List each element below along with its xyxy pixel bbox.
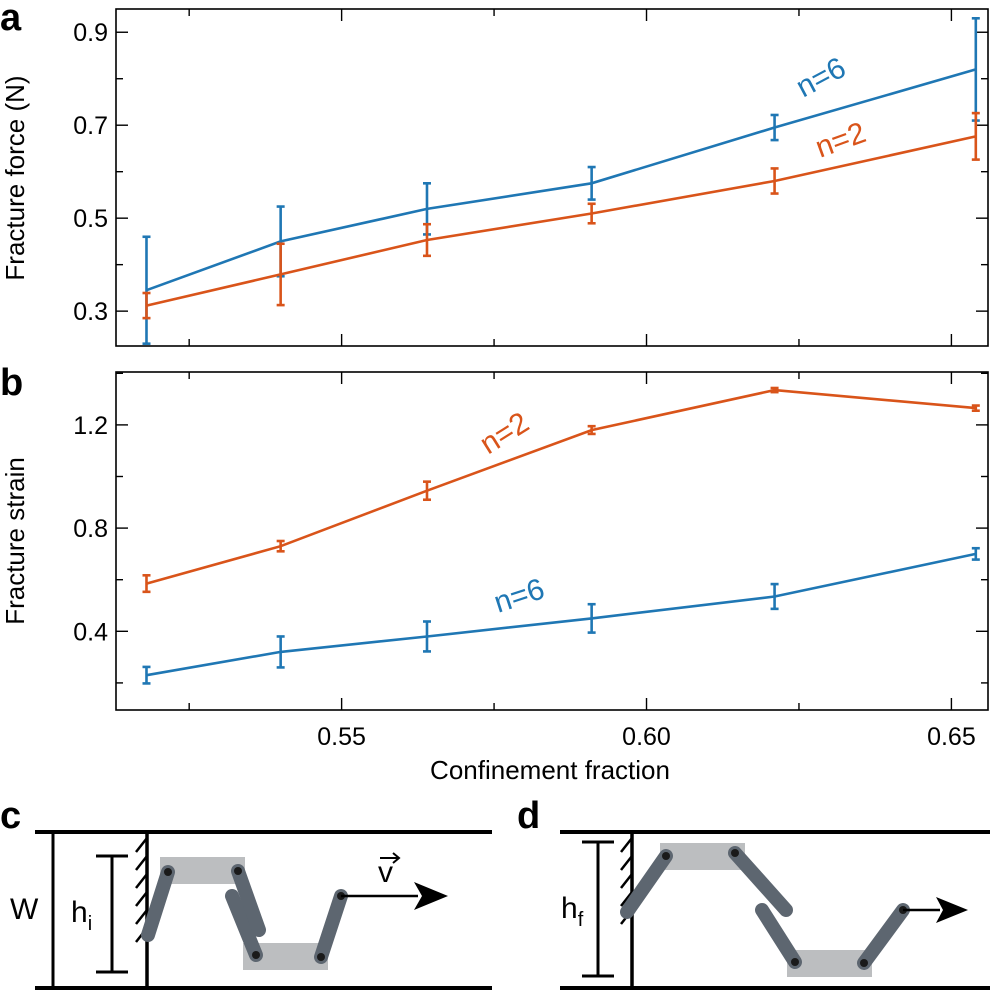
error-bar <box>276 539 285 553</box>
chart-b-series <box>142 386 980 685</box>
chart-b-ylabel: Fracture strain <box>0 457 30 625</box>
chain-c <box>141 864 348 964</box>
height-label-c: hi <box>71 896 92 935</box>
panel-letter-b: b <box>0 362 23 404</box>
x-tick-label: 0.65 <box>927 723 976 751</box>
chain-joints-c <box>164 867 345 961</box>
chart-a-label-n2: n=2 <box>811 116 870 164</box>
velocity-arrow-head-d <box>936 897 968 923</box>
chart-b-frame <box>115 371 989 711</box>
y-tick-label: 0.8 <box>73 515 108 543</box>
error-bar <box>971 546 980 561</box>
error-bar <box>971 111 980 161</box>
series-line-n=6 <box>146 68 977 292</box>
panel-letter-d: d <box>517 795 540 837</box>
x-tick-label: 0.55 <box>317 723 366 751</box>
x-tick-label: 0.60 <box>622 723 671 751</box>
error-bar <box>587 602 596 634</box>
series-line-n=2 <box>146 388 976 585</box>
error-bar <box>770 582 779 611</box>
error-bar <box>770 386 779 394</box>
chart-b: 0.4 0.8 1.2 0.55 0.60 0.65 Fracture strain Co… <box>0 371 989 785</box>
chart-a-series <box>142 16 980 345</box>
y-tick-label: 0.9 <box>73 19 108 47</box>
chart-b-ticks: 0.4 0.8 1.2 0.55 0.60 0.65 <box>73 372 988 751</box>
error-bar <box>422 480 431 502</box>
chain-d <box>620 846 910 970</box>
chart-a-ylabel: Fracture force (N) <box>0 75 30 280</box>
chart-a-frame <box>115 8 989 347</box>
chart-b-xlabel: Confinement fraction <box>430 755 670 785</box>
error-bar <box>142 291 151 320</box>
width-label: W <box>10 893 39 926</box>
y-tick-label: 1.2 <box>73 412 108 440</box>
hatch-d <box>620 837 633 925</box>
panel-letter-c: c <box>0 795 21 837</box>
series-line-n=6 <box>146 552 977 677</box>
diagram-c: W hi <box>10 830 492 990</box>
error-bar <box>142 235 151 345</box>
error-bar <box>587 165 596 201</box>
velocity-arrow-head <box>414 882 448 910</box>
y-tick-label: 0.3 <box>73 298 108 326</box>
series-line-n=2 <box>146 135 977 307</box>
velocity-label: v <box>378 856 393 889</box>
panel-letter-a: a <box>0 0 22 39</box>
error-bar <box>587 424 596 436</box>
error-bar <box>142 574 151 594</box>
error-bar <box>276 635 285 669</box>
chart-a-label-n6: n=6 <box>791 51 851 104</box>
error-bar <box>971 404 980 413</box>
error-bar <box>770 113 779 142</box>
velocity-vector-icon <box>380 852 401 864</box>
y-tick-label: 0.4 <box>73 618 108 646</box>
error-bar <box>587 202 596 225</box>
error-bar <box>422 222 431 258</box>
diagram-d: hf <box>560 830 990 990</box>
height-label-d: hf <box>561 892 584 931</box>
chart-a: 0.3 0.5 0.7 0.9 Fracture force (N) n=6 n=2 <box>0 8 989 347</box>
chart-b-label-n2: n=2 <box>474 406 535 461</box>
error-bar <box>770 167 779 195</box>
y-tick-label: 0.7 <box>73 112 108 140</box>
error-bar <box>422 620 431 653</box>
chart-a-ticks: 0.3 0.5 0.7 0.9 <box>73 9 988 346</box>
chart-b-label-n6: n=6 <box>490 573 549 620</box>
error-bar <box>142 665 151 685</box>
error-bar <box>276 242 285 307</box>
y-tick-label: 0.5 <box>73 205 108 233</box>
